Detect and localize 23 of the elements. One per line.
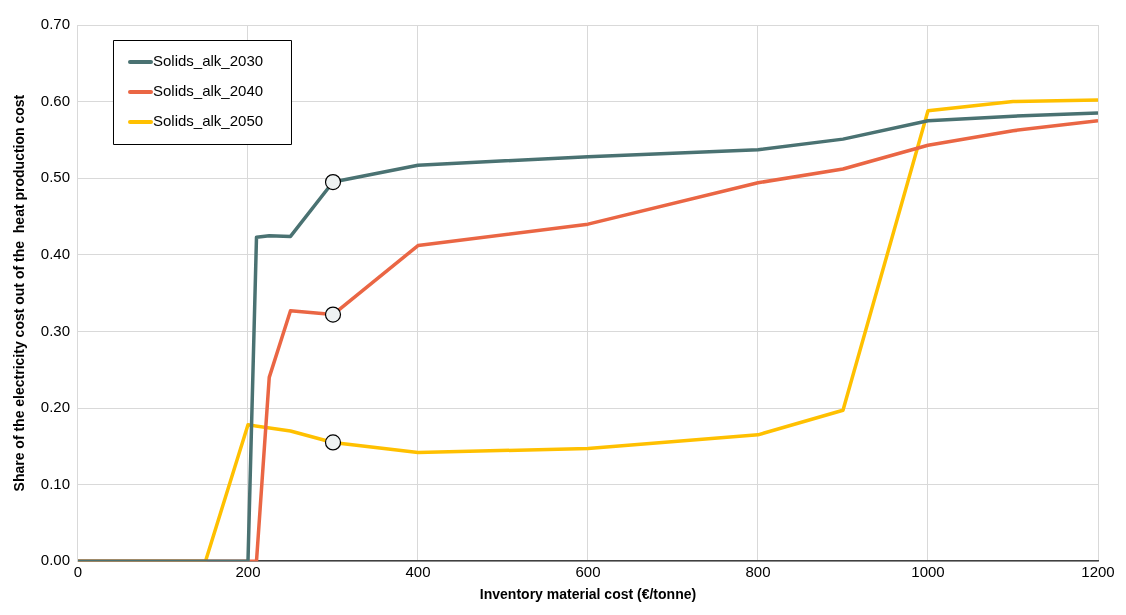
y-tick-label: 0.10 bbox=[40, 474, 70, 492]
y-tick-label: 0.00 bbox=[40, 551, 70, 569]
point bbox=[324, 173, 342, 191]
point bbox=[324, 306, 342, 323]
x-tick-label: 600 bbox=[575, 563, 601, 581]
x-tick-label: 800 bbox=[745, 563, 771, 581]
legend-label: Solids_alk_2050 bbox=[152, 112, 264, 130]
y-tick-label: 0.40 bbox=[40, 244, 70, 262]
x-tick-label: 1000 bbox=[911, 563, 945, 581]
x-tick-label: 400 bbox=[405, 563, 431, 581]
point bbox=[324, 434, 342, 451]
legend-label: Solids_alk_2040 bbox=[152, 82, 264, 100]
y-tick-label: 0.30 bbox=[40, 321, 70, 339]
legend-label: Solids_alk_2030 bbox=[152, 52, 264, 70]
y-tick-label: 0.50 bbox=[40, 168, 70, 186]
y-axis-title: Share of the electricity cost out of the heat production cost bbox=[11, 94, 28, 492]
x-tick-label: 1200 bbox=[1081, 563, 1115, 581]
x-tick-label: 200 bbox=[235, 563, 261, 581]
y-tick-label: 0.70 bbox=[40, 15, 70, 33]
x-tick-label: 0 bbox=[73, 563, 83, 581]
y-tick-label: 0.60 bbox=[40, 91, 70, 109]
x-axis-title: Inventory material cost (€/tonne) bbox=[479, 586, 697, 603]
y-tick-label: 0.20 bbox=[40, 398, 70, 416]
